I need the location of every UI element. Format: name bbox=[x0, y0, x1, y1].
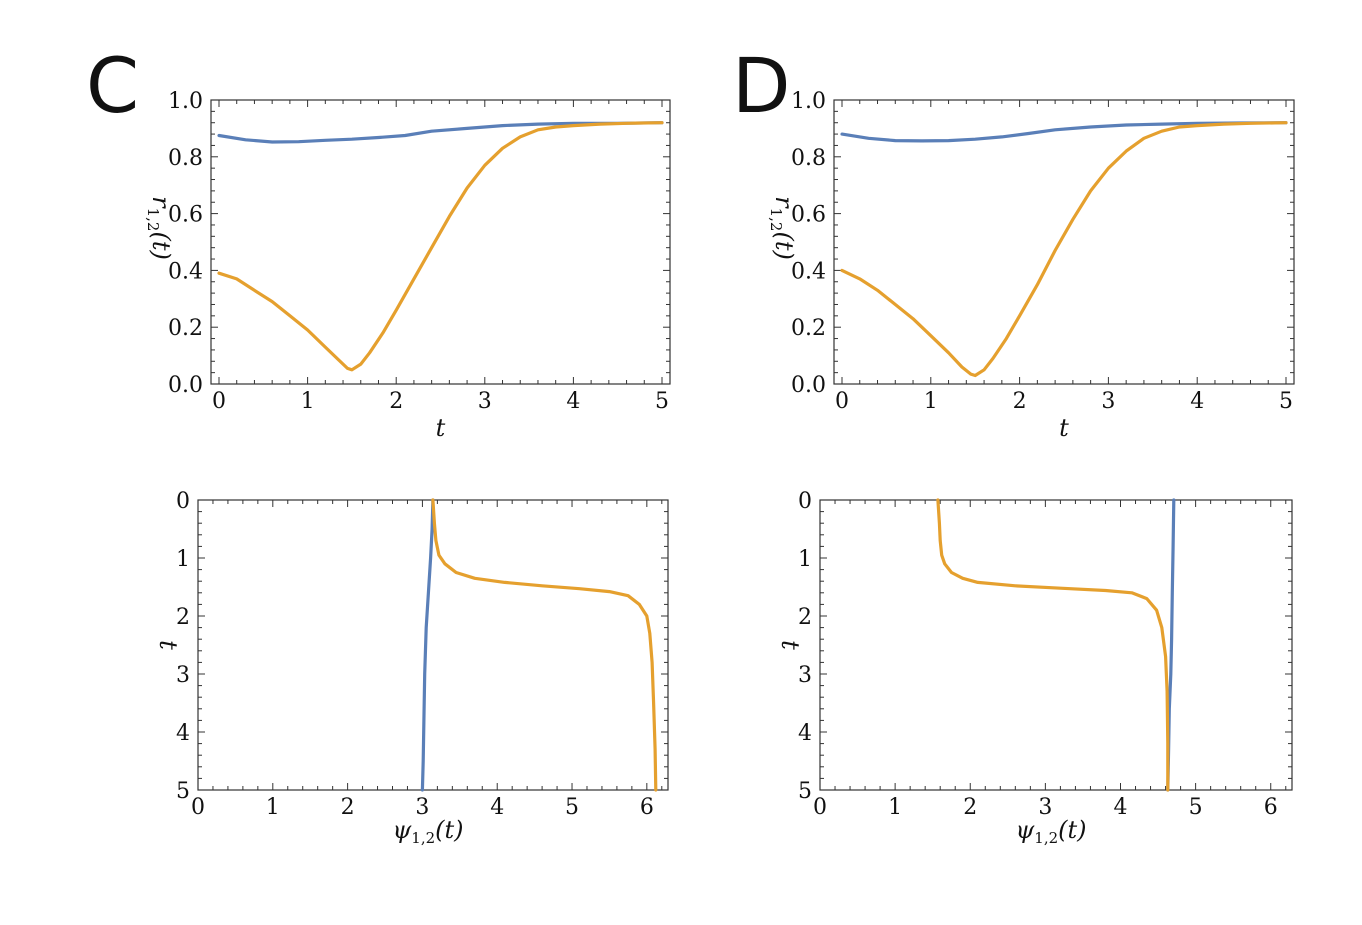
series-orange-line bbox=[936, 498, 1170, 792]
x-tick-label: 6 bbox=[1264, 795, 1278, 820]
y-tick-label: 0.0 bbox=[168, 373, 203, 398]
plot-frame bbox=[197, 499, 669, 791]
y-tick-label: 4 bbox=[176, 721, 190, 746]
x-tick-label: 5 bbox=[1279, 389, 1293, 414]
series-blue-line bbox=[420, 498, 435, 792]
chart-d-bottom: 0 1 2 3 4 5 6 0 1 2 3 4 5 ψ1,2(t) t bbox=[776, 489, 1293, 847]
y-tick-label: 4 bbox=[798, 721, 812, 746]
x-tick-label: 1 bbox=[266, 795, 280, 820]
x-tick-label: 0 bbox=[835, 389, 849, 414]
y-tick-label: 1.0 bbox=[168, 89, 203, 114]
y-tick-label: 0.2 bbox=[791, 316, 826, 341]
y-axis-label: t bbox=[776, 640, 804, 650]
plot-frame bbox=[819, 499, 1293, 791]
series-orange-line bbox=[217, 121, 664, 372]
x-axis-label: t bbox=[436, 414, 446, 442]
y-tick-label: 0.6 bbox=[168, 203, 203, 228]
x-tick-label: 0 bbox=[813, 795, 827, 820]
y-tick-label: 2 bbox=[176, 605, 190, 630]
y-tick-label: 3 bbox=[176, 663, 190, 688]
x-tick-label: 1 bbox=[888, 795, 902, 820]
x-tick-label: 2 bbox=[341, 795, 355, 820]
x-tick-label: 2 bbox=[1013, 389, 1027, 414]
x-tick-label: 5 bbox=[1189, 795, 1203, 820]
y-tick-label: 2 bbox=[798, 605, 812, 630]
x-tick-label: 6 bbox=[640, 795, 654, 820]
x-tick-label: 3 bbox=[1038, 795, 1052, 820]
series-blue-line bbox=[217, 121, 664, 144]
chart-c-top: 0 1 2 3 4 5 0.0 0.2 0.4 0.6 0.8 1.0 t r1,2(t) bbox=[144, 89, 671, 442]
y-tick-label: 1.0 bbox=[791, 89, 826, 114]
y-axis-label: r1,2(t) bbox=[767, 196, 798, 260]
chart-c-bottom: 0 1 2 3 4 5 6 0 1 2 3 4 5 ψ1,2(t) t bbox=[154, 489, 669, 847]
y-tick-label: 0 bbox=[798, 489, 812, 514]
x-tick-label: 4 bbox=[490, 795, 504, 820]
x-tick-label: 3 bbox=[1101, 389, 1115, 414]
x-tick-label: 0 bbox=[191, 795, 205, 820]
y-tick-label: 1 bbox=[798, 547, 812, 572]
panel-letter-d: D bbox=[732, 41, 791, 130]
x-tick-label: 2 bbox=[389, 389, 403, 414]
x-axis-label: ψ1,2(t) bbox=[392, 816, 463, 847]
x-tick-label: 4 bbox=[1113, 795, 1127, 820]
series-orange-line bbox=[431, 498, 658, 792]
x-tick-label: 2 bbox=[963, 795, 977, 820]
x-tick-label: 4 bbox=[1190, 389, 1204, 414]
y-tick-label: 5 bbox=[176, 779, 190, 804]
series-orange-line bbox=[840, 121, 1288, 378]
y-axis-label: t bbox=[154, 640, 182, 650]
y-tick-label: 0.8 bbox=[791, 146, 826, 171]
x-tick-label: 3 bbox=[415, 795, 429, 820]
y-tick-label: 0.0 bbox=[791, 373, 826, 398]
x-axis-label: t bbox=[1059, 414, 1069, 442]
x-tick-label: 3 bbox=[478, 389, 492, 414]
x-tick-label: 4 bbox=[566, 389, 580, 414]
panel-letter-c: C bbox=[86, 41, 140, 130]
plot-frame bbox=[833, 99, 1295, 385]
y-tick-label: 3 bbox=[798, 663, 812, 688]
series-blue-line bbox=[840, 121, 1288, 143]
y-tick-label: 0.6 bbox=[791, 203, 826, 228]
y-axis-label: r1,2(t) bbox=[144, 196, 175, 260]
y-tick-label: 0.2 bbox=[168, 316, 203, 341]
y-tick-label: 0.4 bbox=[791, 259, 826, 284]
x-tick-label: 5 bbox=[565, 795, 579, 820]
y-tick-label: 5 bbox=[798, 779, 812, 804]
chart-d-top: 0 1 2 3 4 5 0.0 0.2 0.4 0.6 0.8 1.0 t r1,2(t) bbox=[767, 89, 1295, 442]
y-tick-label: 1 bbox=[176, 547, 190, 572]
x-tick-label: 1 bbox=[924, 389, 938, 414]
x-tick-label: 0 bbox=[212, 389, 226, 414]
plot-frame bbox=[210, 99, 671, 385]
y-tick-label: 0 bbox=[176, 489, 190, 514]
y-tick-label: 0.4 bbox=[168, 259, 203, 284]
x-tick-label: 1 bbox=[301, 389, 315, 414]
y-tick-label: 0.8 bbox=[168, 146, 203, 171]
x-tick-label: 5 bbox=[655, 389, 669, 414]
x-axis-label: ψ1,2(t) bbox=[1015, 816, 1086, 847]
